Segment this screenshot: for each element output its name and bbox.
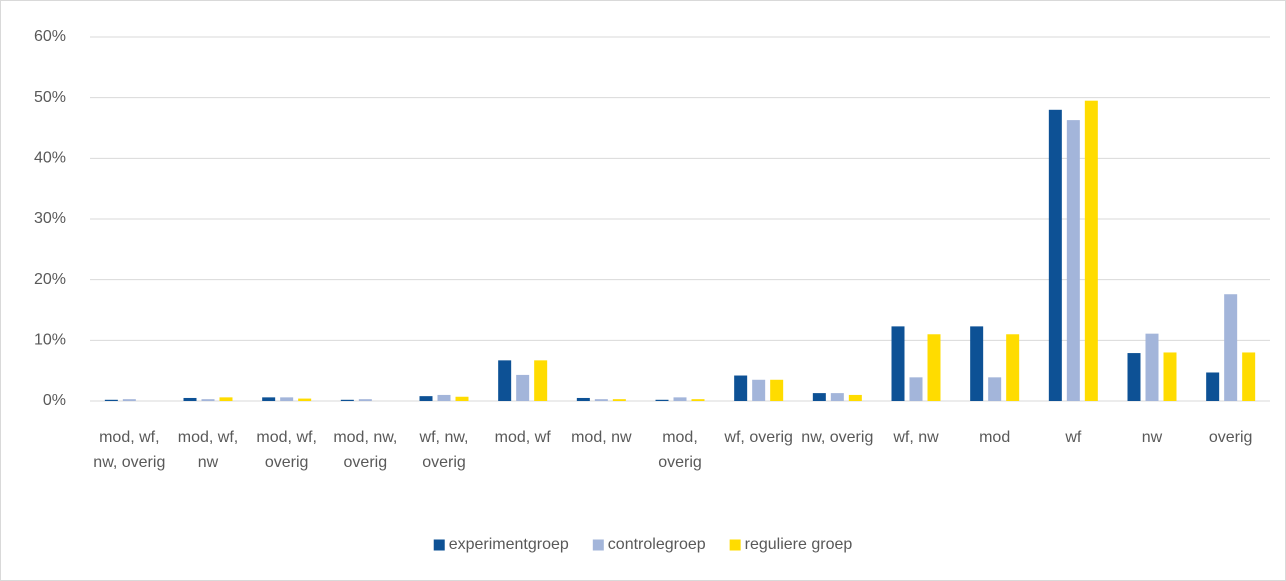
legend-swatch [433, 539, 445, 551]
bar [612, 399, 626, 401]
x-tick-label: wf, nw, overig [419, 429, 469, 471]
bar [1224, 294, 1238, 401]
bar [655, 399, 669, 401]
bar [1145, 333, 1159, 401]
x-tick-label: wf, overig [723, 429, 792, 446]
bar [358, 399, 372, 401]
bar [1066, 120, 1080, 401]
y-tick-label: 60% [34, 28, 66, 45]
bar [673, 397, 687, 401]
bar [1048, 109, 1062, 402]
bar [770, 379, 784, 401]
x-tick-label: mod, wf, nw [178, 429, 238, 471]
y-tick-label: 20% [34, 271, 66, 288]
bar [576, 397, 590, 401]
x-tick-label: mod, wf [495, 429, 552, 446]
bar [1163, 352, 1177, 401]
legend-swatch [592, 539, 604, 551]
x-tick-label: mod [979, 429, 1010, 446]
bar [734, 375, 748, 401]
bar [927, 334, 941, 401]
bar [534, 360, 548, 401]
y-tick-label: 50% [34, 89, 66, 106]
bar [1127, 353, 1141, 401]
bar [437, 394, 451, 401]
x-tick-label: overig [1209, 429, 1253, 446]
x-tick-label: mod, wf, overig [256, 429, 316, 471]
bar [122, 399, 136, 401]
bar [1084, 100, 1098, 401]
x-tick-label: mod, wf, nw, overig [93, 429, 165, 471]
bar [812, 393, 826, 401]
y-tick-label: 0% [43, 392, 66, 409]
x-tick-label: mod, overig [658, 429, 702, 471]
bar [752, 379, 766, 401]
legend-label: reguliere groep [745, 536, 853, 553]
y-tick-label: 30% [34, 210, 66, 227]
bar [219, 397, 233, 401]
bar [455, 396, 469, 401]
bar [262, 397, 276, 401]
bar [419, 396, 433, 401]
x-tick-label: wf [1064, 429, 1082, 446]
legend-label: experimentgroep [449, 536, 569, 553]
x-tick-label: mod, nw [571, 429, 632, 446]
bar [340, 399, 354, 401]
x-tick-label: mod, nw, overig [333, 429, 397, 471]
legend-label: controlegroep [608, 536, 706, 553]
bar [691, 399, 705, 401]
bar [594, 399, 608, 401]
bar [280, 397, 294, 401]
y-tick-label: 10% [34, 332, 66, 349]
bar [909, 377, 923, 401]
bar [848, 394, 862, 401]
x-tick-label: nw, overig [801, 429, 873, 446]
bar [891, 326, 905, 401]
bar [970, 326, 984, 401]
bar [830, 393, 844, 401]
bar [1206, 372, 1220, 401]
bar [183, 397, 197, 401]
bar [104, 399, 118, 401]
bar [516, 374, 530, 401]
legend-swatch [729, 539, 741, 551]
x-tick-label: nw [1142, 429, 1163, 446]
y-tick-label: 40% [34, 150, 66, 167]
bar [498, 360, 512, 401]
bar [1242, 352, 1256, 401]
bar [201, 399, 215, 401]
bar [1006, 334, 1020, 401]
bar [298, 398, 312, 401]
x-tick-label: wf, nw [892, 429, 939, 446]
bar [988, 377, 1002, 401]
